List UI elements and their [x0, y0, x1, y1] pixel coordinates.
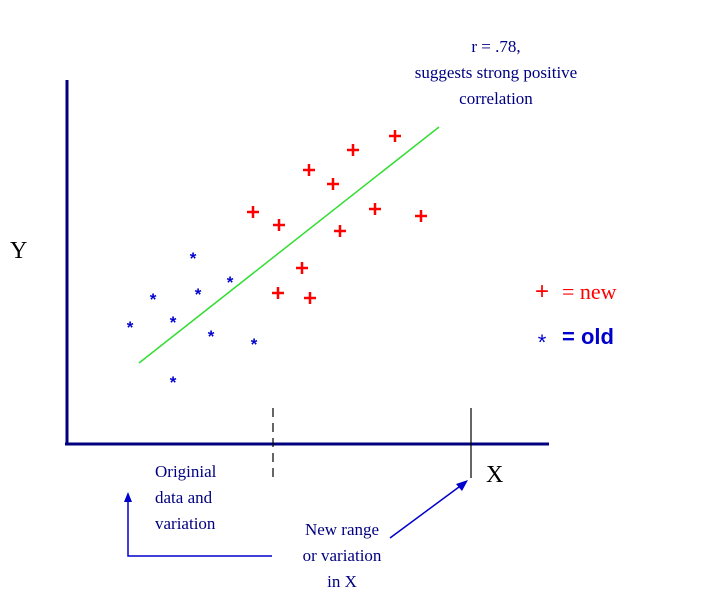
new-point [272, 287, 284, 299]
correlation-line-2: suggests strong positive [415, 63, 577, 82]
old-point: * [170, 313, 177, 332]
new-range-annotation: New range or variation in X [303, 520, 382, 591]
new-range-line-2: or variation [303, 546, 382, 565]
original-annotation: Originial data and variation [155, 462, 217, 533]
old-point: * [190, 249, 197, 268]
correlation-line-3: correlation [459, 89, 533, 108]
original-arrow [127, 498, 272, 557]
new-point [327, 178, 339, 190]
new-point [247, 206, 259, 218]
new-point [273, 219, 285, 231]
old-point: * [150, 290, 157, 309]
legend-new-label: = new [562, 279, 617, 304]
old-point: * [208, 327, 215, 346]
new-point [303, 164, 315, 176]
new-point [296, 262, 308, 274]
old-point: * [127, 318, 134, 337]
new-range-arrowhead-icon [456, 480, 468, 491]
new-point [389, 130, 401, 142]
original-arrowhead-icon [124, 492, 132, 502]
fit-line [138, 126, 440, 364]
original-line-2: data and [155, 488, 213, 507]
new-point [304, 292, 316, 304]
new-range-line-3: in X [327, 572, 357, 591]
original-line-1: Originial [155, 462, 217, 481]
legend-new-marker: + [535, 278, 549, 305]
old-point: * [170, 373, 177, 392]
new-point [347, 144, 359, 156]
original-line-3: variation [155, 514, 216, 533]
legend-old-marker: * [538, 330, 547, 355]
new-range-arrow [389, 483, 464, 539]
legend: + = new * = old [535, 278, 617, 355]
old-point: * [195, 285, 202, 304]
x-axis-label: X [486, 462, 503, 488]
y-axis-label: Y [10, 238, 27, 264]
correlation-line-1: r = .78, [471, 37, 520, 56]
data-points: * * * * * * * * * [127, 130, 427, 392]
correlation-annotation: r = .78, suggests strong positive correl… [415, 37, 577, 108]
legend-old-label: = old [562, 324, 614, 349]
new-range-line-1: New range [305, 520, 379, 539]
new-point [369, 203, 381, 215]
new-point [334, 225, 346, 237]
old-point: * [251, 335, 258, 354]
new-point [415, 210, 427, 222]
old-point: * [227, 273, 234, 292]
